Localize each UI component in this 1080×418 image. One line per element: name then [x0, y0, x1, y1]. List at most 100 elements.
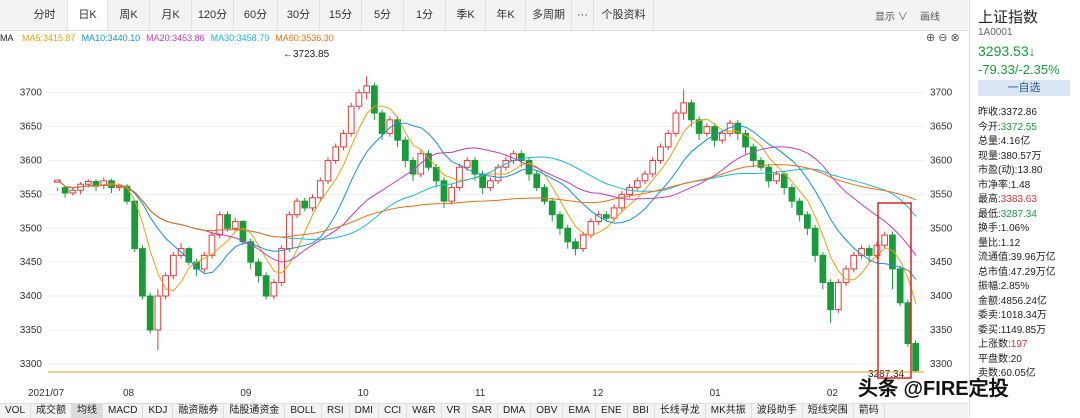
indicator-tab[interactable]: OBV — [531, 404, 564, 418]
quote-key: 最高: — [978, 194, 1001, 205]
indicator-tab[interactable]: ENE — [596, 404, 628, 418]
candle-body — [363, 85, 371, 94]
add-watchlist-button[interactable]: 一自选 — [978, 80, 1070, 96]
quote-panel: 上证指数 1A0001 3293.53↓ -79.33/-2.35% 一自选 昨… — [969, 0, 1080, 417]
candle-body — [355, 92, 363, 107]
quote-key: 昨收: — [978, 107, 1001, 118]
tab-3[interactable]: 月K — [150, 0, 192, 30]
quote-value: 3372.86 — [1000, 107, 1037, 118]
y-tick-label-left: 3500 — [20, 223, 43, 234]
quote-row: 市净率:1.48 — [978, 179, 1078, 194]
indicator-settings[interactable]: 箭码 — [854, 404, 885, 418]
indicator-tab[interactable]: 均线 — [72, 404, 104, 418]
indicator-tab[interactable]: CCI — [379, 404, 408, 418]
indicator-tab[interactable]: DMA — [498, 404, 532, 418]
tab-2[interactable]: 周K — [108, 0, 150, 30]
candle-body — [224, 214, 231, 229]
ma-line-ma30 — [57, 156, 917, 241]
candle-body — [742, 132, 749, 148]
tab-7[interactable]: 15分 — [320, 0, 362, 30]
tab-4[interactable]: 120分 — [192, 0, 234, 30]
candle-body — [633, 180, 641, 189]
candle-body — [641, 173, 649, 182]
quote-key: 上涨数: — [978, 339, 1011, 350]
indicator-tab[interactable]: 成交额 — [31, 404, 73, 418]
indicator-tab[interactable]: MK共振 — [706, 404, 752, 418]
tab-9[interactable]: 1分 — [404, 0, 446, 30]
y-tick-label-left: 3650 — [20, 122, 43, 133]
candle-body — [231, 220, 239, 229]
indicator-tab[interactable]: W&R — [407, 404, 442, 418]
candle-body — [200, 254, 208, 270]
indicator-tab[interactable]: BBI — [628, 404, 655, 418]
y-tick-label-left: 3450 — [20, 257, 43, 268]
zoom-controls[interactable]: ⊕ ⊖ ⊗ — [926, 32, 960, 44]
tab-11[interactable]: 年K — [486, 0, 526, 30]
candle-body — [84, 180, 92, 185]
tab-1[interactable]: 日K — [68, 0, 108, 30]
ma-line-ma60 — [57, 164, 917, 238]
y-tick-label-right: 3650 — [930, 122, 953, 133]
indicator-tab[interactable]: DMI — [350, 404, 379, 418]
tab-0[interactable]: 分时 — [22, 0, 68, 30]
x-tick-label: 2021/07 — [28, 388, 65, 399]
indicator-tab[interactable]: SAR — [466, 404, 499, 418]
tab-8[interactable]: 5分 — [362, 0, 404, 30]
tab-14[interactable]: 个股资料 — [594, 0, 654, 30]
candle-body — [788, 187, 796, 202]
indicator-tab[interactable]: 短线突围 — [803, 404, 854, 418]
candle-body — [904, 302, 912, 344]
last-price: 3293.53↓ — [978, 43, 1036, 59]
candle-body — [139, 248, 146, 297]
quote-key: 总市值: — [978, 266, 1011, 278]
candle-body — [649, 159, 657, 175]
candle-body — [587, 220, 595, 236]
indicator-tab[interactable]: KDJ — [143, 404, 174, 418]
indicator-tab[interactable]: 长线寻龙 — [655, 404, 706, 418]
quote-key: 最低: — [978, 208, 1001, 220]
candle-body — [401, 139, 409, 161]
candle-body — [842, 268, 850, 283]
tab-10[interactable]: 季K — [446, 0, 486, 30]
tab-5[interactable]: 60分 — [234, 0, 278, 30]
quote-row: 流通值:39.96万亿 — [978, 251, 1078, 266]
quote-key: 换手: — [978, 223, 1001, 234]
candlestick-chart[interactable]: 3700 3700 3650 3650 3600 3600 3550 3550 3500 3500… — [0, 46, 968, 400]
price-change: -79.33/-2.35% — [978, 62, 1060, 77]
indicator-tab[interactable]: EMA — [563, 404, 597, 418]
tab-12[interactable]: 多周期 — [526, 0, 572, 30]
candle-body — [255, 261, 262, 277]
x-tick-label: 08 — [123, 388, 135, 399]
candle-body — [262, 275, 270, 297]
y-tick-label-left: 3550 — [20, 189, 43, 200]
indicator-tab[interactable]: VOL — [0, 404, 32, 418]
indicator-tab[interactable]: BOLL — [285, 404, 322, 418]
tab-13[interactable]: ··· — [572, 0, 594, 30]
index-name: 上证指数 — [978, 9, 1039, 26]
candle-body — [865, 248, 873, 256]
quote-row: 振幅:2.85% — [978, 280, 1078, 295]
quote-value: 47.29万亿 — [1010, 266, 1056, 278]
quote-key: 流通值: — [978, 252, 1011, 263]
indicator-tab[interactable]: MACD — [103, 404, 144, 418]
candle-body — [301, 200, 309, 209]
y-tick-label-left: 3700 — [20, 88, 43, 99]
indicator-tab[interactable]: 融资融券 — [173, 404, 225, 418]
candle-body — [664, 132, 672, 148]
display-menu[interactable]: 显示 ∨ — [875, 12, 908, 23]
candle-body — [347, 105, 355, 134]
indicator-tab[interactable]: VR — [442, 404, 467, 418]
candle-body — [618, 193, 626, 209]
tab-6[interactable]: 30分 — [278, 0, 320, 30]
indicator-tab[interactable]: 波段助手 — [752, 404, 803, 418]
candle-body — [239, 220, 247, 243]
quote-value: 1.12 — [1000, 237, 1021, 249]
y-tick-label-right: 3350 — [930, 325, 953, 336]
draw-line-button[interactable]: 画线 — [920, 12, 940, 23]
indicator-tab[interactable]: 陆股通资金 — [224, 404, 286, 418]
watermark: 头条 @FIRE定投 — [858, 378, 1009, 400]
x-tick-label: 01 — [710, 388, 722, 399]
candle-body — [610, 207, 618, 219]
candle-body — [309, 197, 316, 209]
indicator-tab[interactable]: RSI — [322, 404, 350, 418]
